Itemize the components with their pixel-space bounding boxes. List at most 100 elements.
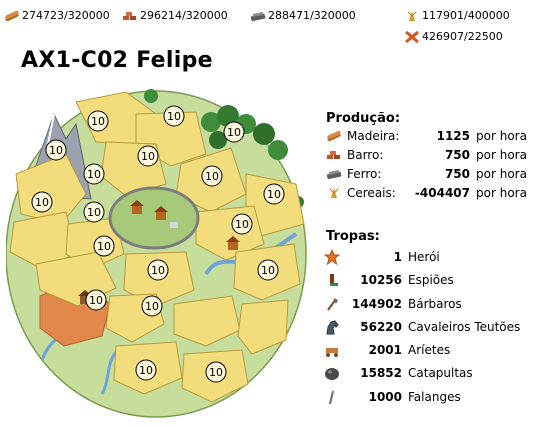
- resource-iron: 288471/320000: [250, 9, 356, 22]
- troops-table: 1 Herói 10256 Espiões 144902 Bárbaros 56…: [324, 247, 539, 410]
- village-title: AX1-C02 Felipe: [21, 48, 213, 73]
- production-unit: por hora: [476, 167, 527, 181]
- troop-row[interactable]: 1000 Falanges: [324, 387, 539, 410]
- field-level: 10: [235, 218, 249, 231]
- resource-clay-value: 296214/320000: [140, 9, 228, 22]
- resource-wood: 274723/320000: [4, 9, 110, 22]
- field-level: 10: [35, 196, 49, 209]
- troop-name[interactable]: Falanges: [408, 389, 461, 404]
- field-badge[interactable]: 10: [147, 259, 169, 281]
- field-badge[interactable]: 10: [135, 359, 157, 381]
- field-badge[interactable]: 10: [163, 105, 185, 127]
- field-badge[interactable]: 10: [83, 201, 105, 223]
- troop-name[interactable]: Espiões: [408, 273, 454, 288]
- field-level: 10: [97, 240, 111, 253]
- troop-name[interactable]: Herói: [408, 250, 440, 264]
- production-value: 750: [444, 167, 470, 181]
- production-table: Madeira: 1125 por hora Barro: 750 por ho…: [326, 128, 536, 204]
- production-label: Madeira:: [347, 129, 400, 143]
- village-map: 10 10 10 10 10 10 10 10 10 10 10 10 10 1…: [6, 89, 307, 418]
- troops-title: Tropas:: [326, 229, 380, 244]
- troop-row[interactable]: 1 Herói: [324, 247, 539, 270]
- field-level: 10: [141, 150, 155, 163]
- troop-count: 1000: [368, 389, 402, 404]
- clay-icon: [327, 151, 340, 159]
- field-badge[interactable]: 10: [87, 110, 109, 132]
- field-badge[interactable]: 10: [31, 191, 53, 213]
- production-title: Produção:: [326, 111, 401, 126]
- production-row-clay: Barro: 750 por hora: [326, 147, 536, 166]
- production-value: 1125: [436, 129, 470, 143]
- production-row-iron: Ferro: 750 por hora: [326, 166, 536, 185]
- field-level: 10: [49, 144, 63, 157]
- axe-icon: [327, 297, 338, 311]
- troop-row[interactable]: 15852 Catapultas: [324, 363, 539, 386]
- resource-crop-consumption: 426907/22500: [404, 30, 503, 43]
- field-badge[interactable]: 10: [85, 289, 107, 311]
- phalanx-icon: [329, 389, 335, 405]
- production-unit: por hora: [476, 186, 527, 200]
- troop-name[interactable]: Catapultas: [408, 366, 473, 381]
- field-badge[interactable]: 10: [205, 361, 227, 383]
- production-label: Ferro:: [347, 167, 382, 181]
- horse-icon: [326, 320, 339, 335]
- troop-row[interactable]: 2001 Aríetes: [324, 340, 539, 363]
- village-buildings: [78, 200, 240, 304]
- troop-count: 1: [393, 250, 402, 264]
- field-badge[interactable]: 10: [231, 213, 253, 235]
- field-level-badges: 10 10 10 10 10 10 10 10 10 10 10 10 10 1…: [31, 105, 285, 383]
- field-badge[interactable]: 10: [263, 183, 285, 205]
- troop-name[interactable]: Cavaleiros Teutões: [408, 319, 521, 334]
- field-level: 10: [167, 110, 181, 123]
- field-badge[interactable]: 10: [201, 165, 223, 187]
- field-badge[interactable]: 10: [141, 295, 163, 317]
- production-row-crop: Cereais: -404407 por hora: [326, 185, 536, 204]
- iron-icon: [326, 169, 342, 180]
- field-level: 10: [151, 264, 165, 277]
- ram-icon: [326, 348, 338, 358]
- field-badge[interactable]: 10: [83, 163, 105, 185]
- resource-clay: 296214/320000: [122, 9, 228, 22]
- field-level: 10: [267, 188, 281, 201]
- field-level: 10: [87, 206, 101, 219]
- hero-icon: [324, 249, 340, 265]
- wood-icon: [5, 10, 19, 21]
- troop-row[interactable]: 56220 Cavaleiros Teutões: [324, 317, 539, 340]
- field-badge[interactable]: 10: [257, 259, 279, 281]
- field-level: 10: [91, 115, 105, 128]
- troop-count: 10256: [360, 273, 402, 288]
- field-level: 10: [139, 364, 153, 377]
- troop-row[interactable]: 144902 Bárbaros: [324, 294, 539, 317]
- resource-wood-value: 274723/320000: [22, 9, 110, 22]
- production-label: Barro:: [347, 148, 384, 162]
- resource-crop: 117901/400000: [404, 9, 510, 22]
- resource-bar: 274723/320000 296214/320000 288471/32000…: [0, 0, 546, 48]
- resource-crop-consumption-value: 426907/22500: [422, 30, 503, 43]
- troop-count: 56220: [360, 319, 402, 334]
- spy-icon: [330, 274, 338, 287]
- troop-count: 15852: [360, 366, 402, 381]
- field-level: 10: [209, 366, 223, 379]
- field-level: 10: [145, 300, 159, 313]
- resource-crop-value: 117901/400000: [422, 9, 510, 22]
- field-level: 10: [89, 294, 103, 307]
- troop-name[interactable]: Bárbaros: [408, 296, 462, 311]
- crop-icon: [407, 10, 417, 21]
- field-badge[interactable]: 10: [45, 139, 67, 161]
- catapult-icon: [325, 368, 339, 381]
- village-center[interactable]: [108, 186, 200, 250]
- field-badge[interactable]: 10: [93, 235, 115, 257]
- production-label: Cereais:: [347, 186, 396, 200]
- clay-icon: [123, 11, 136, 20]
- field-badge[interactable]: 10: [223, 121, 245, 143]
- field-level: 10: [261, 264, 275, 277]
- production-value: -404407: [414, 186, 470, 200]
- field-level: 10: [87, 168, 101, 181]
- troop-row[interactable]: 10256 Espiões: [324, 270, 539, 293]
- troop-name[interactable]: Aríetes: [408, 343, 451, 358]
- field-badge[interactable]: 10: [137, 145, 159, 167]
- field-level: 10: [227, 126, 241, 139]
- production-unit: por hora: [476, 148, 527, 162]
- resource-iron-value: 288471/320000: [268, 9, 356, 22]
- field-level: 10: [205, 170, 219, 183]
